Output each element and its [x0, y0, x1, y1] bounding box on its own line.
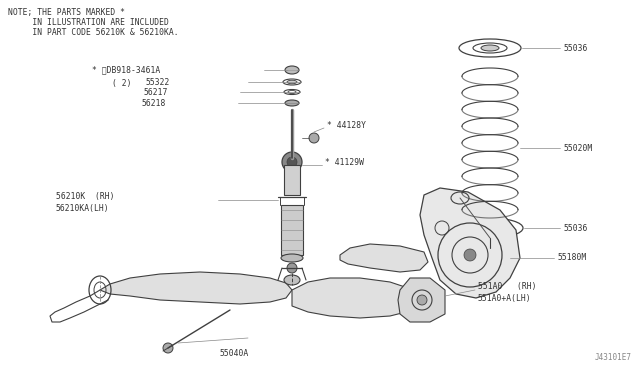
Polygon shape — [340, 244, 428, 272]
Text: J43101E7: J43101E7 — [595, 353, 632, 362]
Text: 55036: 55036 — [563, 224, 588, 232]
Ellipse shape — [284, 275, 300, 285]
Text: 55036: 55036 — [563, 44, 588, 52]
Polygon shape — [292, 278, 420, 318]
Text: 55040A: 55040A — [220, 350, 249, 359]
Text: 55020M: 55020M — [563, 144, 592, 153]
Circle shape — [287, 157, 297, 167]
Text: 55322: 55322 — [146, 77, 170, 87]
Text: 56217: 56217 — [143, 87, 168, 96]
Circle shape — [309, 133, 319, 143]
Ellipse shape — [287, 80, 297, 84]
Text: 55180M: 55180M — [557, 253, 586, 263]
Text: IN ILLUSTRATION ARE INCLUDED: IN ILLUSTRATION ARE INCLUDED — [8, 18, 169, 27]
Text: IN PART CODE 56210K & 56210KA.: IN PART CODE 56210K & 56210KA. — [8, 28, 179, 37]
Ellipse shape — [481, 225, 499, 231]
Circle shape — [163, 343, 173, 353]
Text: * 44128Y: * 44128Y — [327, 121, 366, 129]
Bar — [284, 165, 300, 195]
Circle shape — [282, 152, 302, 172]
Circle shape — [464, 249, 476, 261]
Text: * ⓃDB918-3461A: * ⓃDB918-3461A — [92, 65, 160, 74]
Polygon shape — [100, 272, 292, 304]
Text: 551A0   (RH): 551A0 (RH) — [478, 282, 536, 291]
Ellipse shape — [481, 45, 499, 51]
Ellipse shape — [285, 100, 299, 106]
Polygon shape — [398, 278, 445, 322]
Text: * 41129W: * 41129W — [325, 157, 364, 167]
Ellipse shape — [285, 66, 299, 74]
Text: ( 2): ( 2) — [112, 78, 131, 87]
Text: 56218: 56218 — [141, 99, 166, 108]
Text: 551A0+A(LH): 551A0+A(LH) — [478, 294, 532, 302]
Text: NOTE; THE PARTS MARKED *: NOTE; THE PARTS MARKED * — [8, 8, 125, 17]
Bar — [281, 205, 303, 255]
Polygon shape — [420, 188, 520, 298]
Circle shape — [417, 295, 427, 305]
Text: 56210K  (RH): 56210K (RH) — [56, 192, 115, 201]
Text: 56210KA(LH): 56210KA(LH) — [56, 203, 109, 212]
Circle shape — [287, 263, 297, 273]
Ellipse shape — [281, 254, 303, 262]
